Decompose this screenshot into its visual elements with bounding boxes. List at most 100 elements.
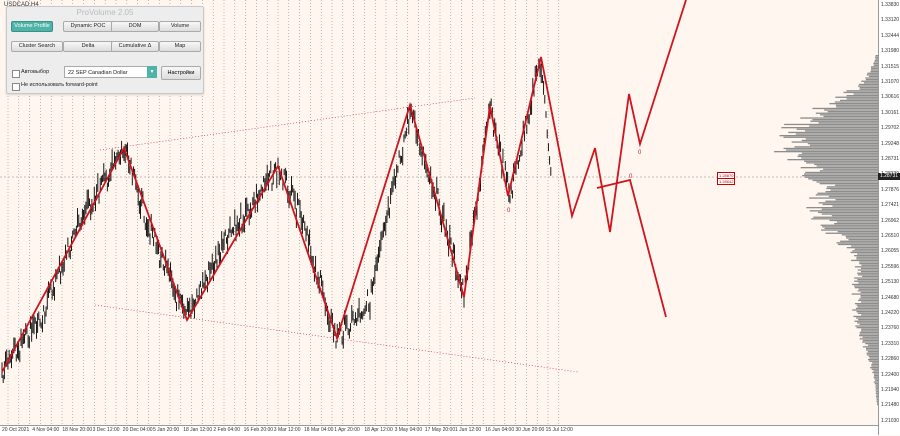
profile-bar: [836, 106, 878, 108]
profile-bar: [857, 306, 878, 308]
profile-bar: [861, 264, 878, 266]
profile-bar: [862, 275, 878, 278]
profile-bar: [826, 187, 878, 190]
time-tick-label: 4 Nov 04:00: [32, 427, 60, 433]
profile-bar: [816, 165, 878, 167]
profile-bar: [875, 386, 878, 388]
profile-bar: [875, 379, 878, 382]
profile-bar: [860, 271, 878, 273]
provolume-panel[interactable]: ProVolume 2.05 Volume Profile Dynamic PO…: [6, 6, 204, 94]
zigzag-branch: [596, 178, 667, 318]
price-tick-label: 1.21940: [881, 387, 900, 393]
profile-bar: [827, 186, 878, 188]
profile-bar: [857, 290, 878, 292]
profile-bar: [783, 136, 878, 138]
current-price-tag: 1.28731: [878, 173, 900, 180]
dynamic-poc-button[interactable]: Dynamic POC: [63, 21, 113, 32]
zigzag-marker: 0: [638, 150, 642, 156]
time-axis[interactable]: 20 Oct 2021 4 Nov 04:00 18 Nov 20:00 3 Dec …: [0, 425, 878, 436]
profile-bar: [809, 197, 878, 199]
profile-bar: [866, 74, 878, 76]
profile-bar: [873, 373, 878, 375]
price-tick-label: 1.30161: [881, 109, 900, 116]
settings-button[interactable]: Настройки: [161, 66, 201, 80]
profile-bar: [850, 251, 878, 254]
time-tick-label: 3 Dec 12:00: [92, 427, 120, 433]
cluster-search-button[interactable]: Cluster Search: [11, 41, 63, 52]
profile-bar: [872, 371, 878, 374]
profile-bar: [873, 63, 878, 65]
profile-bar: [841, 234, 878, 236]
forward-point-checkbox[interactable]: [12, 83, 20, 91]
profile-bar: [865, 349, 878, 351]
profile-bar: [837, 231, 878, 233]
profile-bar: [876, 391, 878, 393]
profile-bar: [875, 392, 878, 394]
delta-button[interactable]: Delta: [63, 41, 113, 52]
profile-bar: [873, 381, 878, 383]
cumulative-delta-button[interactable]: Cumulative Δ: [111, 41, 159, 52]
dom-button[interactable]: DOM: [111, 21, 159, 32]
profile-bar: [829, 219, 878, 222]
profile-bar: [860, 267, 878, 270]
price-tick-label: 1.29702: [881, 125, 900, 132]
profile-bar: [822, 226, 878, 228]
profile-bar: [818, 122, 878, 124]
auto-select-label: Автовыбор: [21, 69, 50, 75]
price-tick-label: 1.33830: [881, 2, 900, 8]
profile-bar: [875, 384, 878, 386]
profile-bar: [835, 96, 878, 98]
profile-bar: [851, 283, 878, 286]
profile-bar: [800, 167, 878, 169]
chevron-down-icon[interactable]: ▾: [147, 66, 157, 78]
profile-bar: [795, 133, 878, 135]
price-tick-label: 1.22860: [881, 356, 900, 363]
profile-bar: [846, 95, 878, 97]
volume-button[interactable]: Volume: [159, 21, 201, 32]
profile-bar: [784, 123, 878, 126]
volume-profile-button[interactable]: Volume Profile: [11, 21, 53, 32]
profile-bar: [876, 399, 878, 401]
price-tick-label: 1.29248: [881, 140, 900, 147]
instrument-select[interactable]: 22 SEP Canadian Dollar: [64, 66, 156, 78]
panel-title: ProVolume 2.05: [76, 8, 134, 17]
profile-bar: [812, 119, 878, 121]
profile-bar: [854, 285, 878, 287]
profile-bar: [788, 131, 878, 134]
profile-bar: [835, 184, 878, 186]
time-tick-label: 3 May 04:00: [394, 427, 423, 433]
price-tick-label: 1.28731: [881, 156, 900, 162]
price-tick-label: 1.31515: [881, 63, 900, 70]
profile-bar: [875, 58, 878, 60]
profile-bar: [800, 117, 878, 119]
zigzag-line: [1, 0, 687, 373]
profile-bar: [794, 146, 878, 148]
profile-bar: [801, 157, 878, 159]
profile-bar: [801, 152, 878, 154]
price-tick-label: 1.32444: [881, 32, 900, 39]
price-tick-label: 1.23760: [881, 325, 900, 332]
profile-bar: [854, 303, 878, 305]
profile-bar: [873, 370, 878, 372]
zigzag-marker: 0: [629, 174, 633, 180]
price-axis[interactable]: 1.33830 1.33120 1.32444 1.31980 1.31515 1.310…: [878, 0, 900, 435]
price-tick-label: 1.26962: [881, 217, 900, 224]
profile-bar: [875, 389, 878, 391]
price-tick-label: 1.24680: [881, 294, 900, 301]
profile-bar: [859, 331, 878, 334]
auto-select-checkbox[interactable]: [12, 70, 20, 78]
profile-bar: [873, 61, 878, 63]
profile-bar: [866, 352, 878, 354]
price-tick-label: 1.31980: [881, 48, 900, 55]
profile-bar: [856, 327, 878, 329]
price-tick-label: 1.33120: [881, 17, 900, 24]
profile-bar: [859, 87, 878, 89]
profile-bar: [824, 227, 878, 230]
profile-bar: [810, 120, 878, 122]
profile-bar: [863, 82, 878, 84]
map-button[interactable]: Map: [159, 41, 201, 52]
profile-bar: [831, 215, 878, 217]
zigzag-marker: 0: [507, 208, 511, 214]
profile-bar: [835, 199, 878, 201]
profile-bar: [871, 363, 878, 366]
